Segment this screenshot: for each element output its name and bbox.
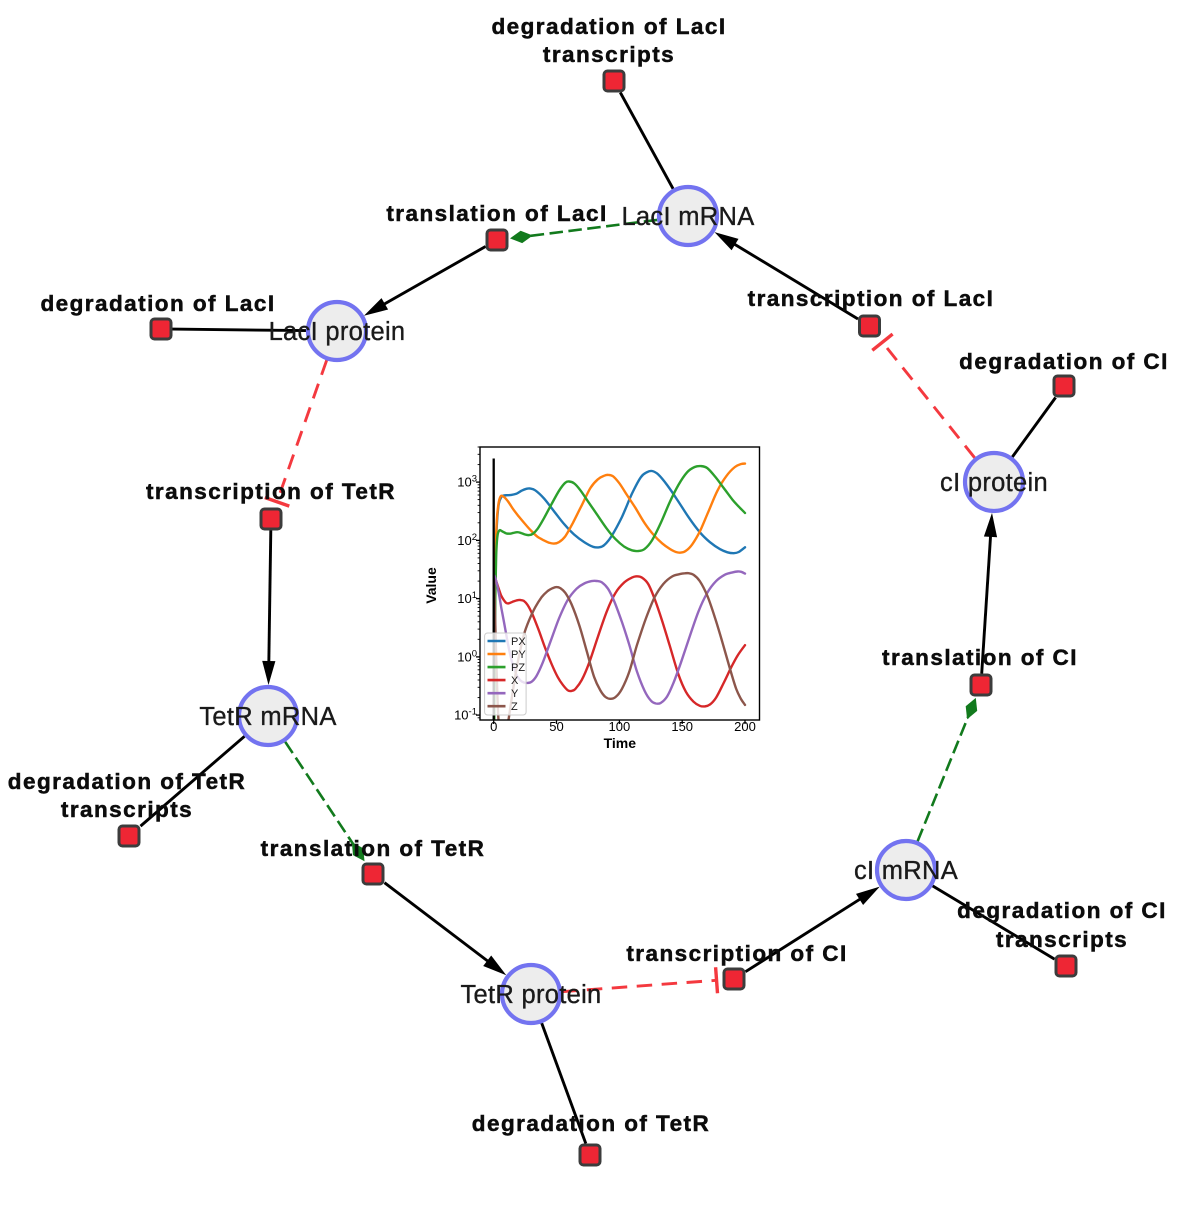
svg-text:transcription of LacI: transcription of LacI (748, 286, 995, 311)
svg-text:Z: Z (511, 701, 518, 713)
svg-text:X: X (511, 675, 519, 687)
svg-text:LacI mRNA: LacI mRNA (621, 203, 754, 231)
svg-text:Value: Value (423, 567, 439, 604)
svg-text:PY: PY (511, 649, 526, 661)
svg-text:degradation of CI: degradation of CI (959, 349, 1169, 374)
svg-text:transcription of TetR: transcription of TetR (146, 479, 396, 504)
svg-text:translation of TetR: translation of TetR (261, 836, 486, 861)
svg-text:PX: PX (511, 636, 526, 648)
svg-text:transcripts: transcripts (996, 927, 1128, 952)
svg-text:degradation of LacI: degradation of LacI (491, 14, 726, 39)
svg-text:LacI protein: LacI protein (269, 318, 406, 346)
svg-text:degradation of TetR: degradation of TetR (8, 769, 246, 794)
svg-text:transcripts: transcripts (61, 797, 193, 822)
svg-text:transcripts: transcripts (543, 42, 675, 67)
svg-text:Y: Y (511, 688, 519, 700)
svg-text:transcription of CI: transcription of CI (626, 941, 847, 966)
svg-text:TetR protein: TetR protein (460, 981, 601, 1009)
svg-text:degradation of CI: degradation of CI (957, 898, 1167, 923)
svg-text:0: 0 (490, 719, 497, 734)
svg-text:degradation of LacI: degradation of LacI (40, 291, 275, 316)
svg-text:200: 200 (734, 719, 756, 734)
svg-text:Time: Time (604, 735, 637, 751)
svg-text:50: 50 (549, 719, 563, 734)
svg-text:PZ: PZ (511, 662, 525, 674)
svg-text:100: 100 (609, 719, 631, 734)
svg-text:translation of LacI: translation of LacI (386, 201, 607, 226)
svg-text:cI mRNA: cI mRNA (854, 857, 958, 885)
svg-text:degradation of TetR: degradation of TetR (472, 1111, 710, 1136)
svg-text:150: 150 (671, 719, 693, 734)
svg-text:translation of CI: translation of CI (882, 645, 1078, 670)
svg-text:cI protein: cI protein (940, 469, 1048, 497)
svg-text:TetR mRNA: TetR mRNA (199, 703, 336, 731)
